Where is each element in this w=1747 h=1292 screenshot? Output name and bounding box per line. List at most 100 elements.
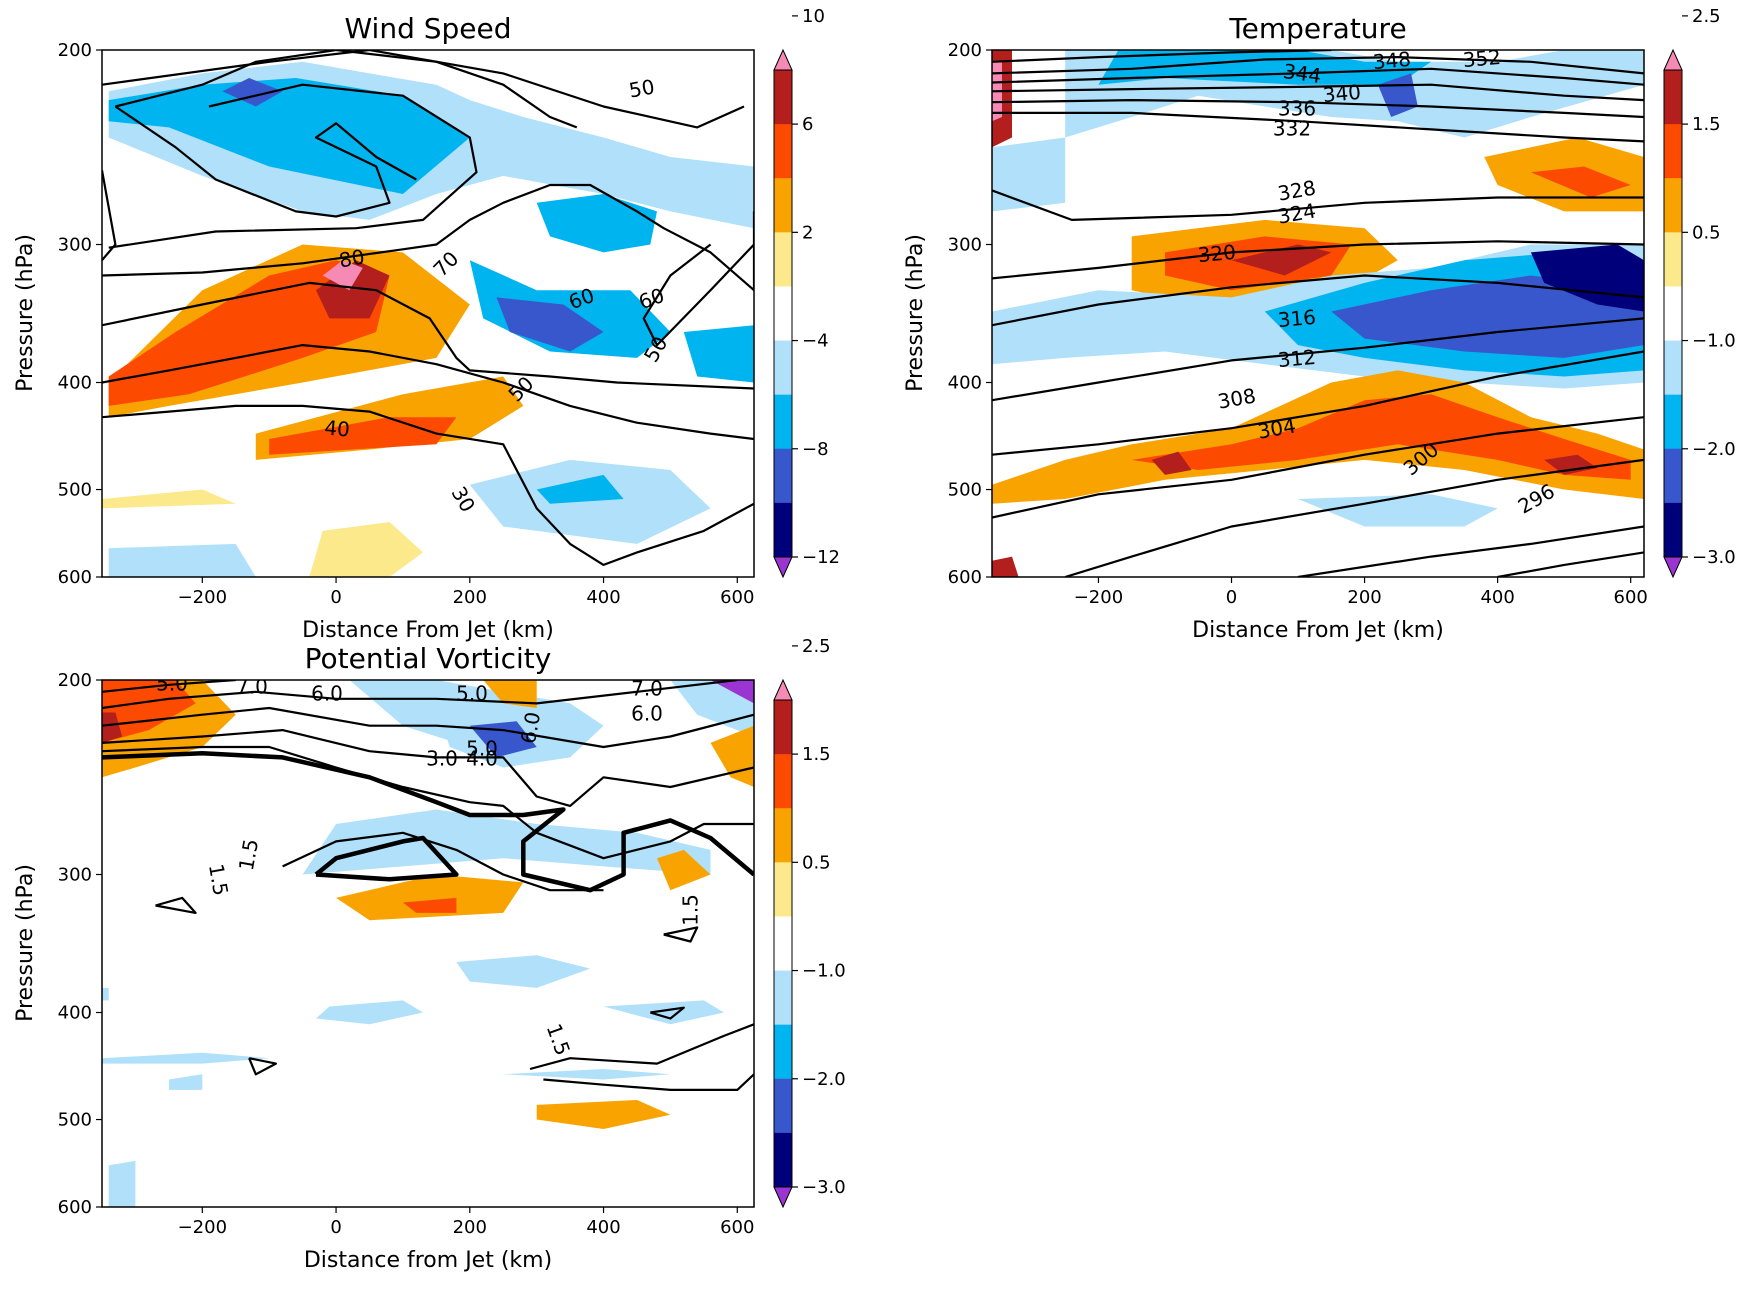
filled-region (222, 78, 283, 107)
colorbar-tick-label: 2 (802, 222, 813, 243)
contour-line (115, 50, 578, 129)
filled-region (316, 260, 390, 319)
colorbar-band (1664, 394, 1682, 450)
colorbar-band (1664, 124, 1682, 179)
colorbar-extend-bottom (773, 1186, 793, 1209)
contour-label: 332 (1273, 117, 1311, 141)
contour-label: 308 (1216, 383, 1258, 413)
colorbar-tick-label: −3.0 (1692, 547, 1736, 568)
filled-region (322, 260, 363, 291)
colorbar-band (774, 754, 792, 809)
contour-label: 80 (337, 244, 366, 272)
contour-label: 1.5 (234, 837, 263, 872)
y-tick-label: 300 (948, 235, 982, 256)
filled-region (1151, 451, 1192, 475)
colorbar-band (774, 1078, 792, 1134)
filled-region (1530, 166, 1631, 198)
colorbar-band (1664, 232, 1682, 287)
contour-line (992, 350, 1644, 456)
contour-line (642, 243, 754, 347)
colorbar-band (774, 970, 792, 1026)
panel-title: Temperature (1228, 12, 1406, 45)
y-tick-label: 600 (948, 567, 982, 588)
contour-line (114, 105, 417, 218)
contour-label: 6.0 (311, 682, 343, 706)
filled-region (102, 680, 196, 743)
contour-label: 336 (1278, 97, 1316, 121)
colorbar-extend-top (773, 678, 793, 701)
contour-line (1064, 458, 1644, 577)
contour-line (102, 170, 117, 261)
x-axis: −200 0 200 400 600 (178, 577, 754, 608)
contour-line (649, 1006, 685, 1020)
contour-layer: 3523483443403363323283243203163123083043… (992, 50, 1644, 577)
colorbar-band (774, 124, 792, 179)
contour-line (992, 189, 1644, 221)
filled-region (1298, 494, 1498, 527)
filled-layer (992, 50, 1644, 577)
contour-line (102, 183, 754, 292)
colorbar: −3.0 −2.0 −1.0 0.5 1.5 2.5 (773, 636, 846, 1209)
filled-region (302, 809, 711, 875)
contour-line (992, 274, 1644, 327)
colorbar-extend-bottom (773, 556, 793, 579)
x-axis: −200 0 200 400 600 (1074, 577, 1648, 608)
y-tick-label: 300 (58, 235, 92, 256)
y-axis: 200 300 400 500 600 (948, 40, 992, 588)
contour-line (282, 831, 604, 892)
contour-label: 4.0 (466, 747, 498, 771)
colorbar-tick-label: −8 (802, 439, 829, 460)
contour-line (102, 344, 754, 441)
filled-region (710, 725, 754, 787)
colorbar-band (1664, 286, 1682, 342)
contour-label: 340 (1322, 80, 1362, 107)
colorbar-frame (1663, 69, 1683, 558)
filled-region (483, 680, 537, 708)
contour-line (992, 98, 1644, 119)
filled-region (603, 1000, 724, 1025)
contour-line (992, 55, 1644, 75)
colorbar: −12 −8 −4 2 6 10 (773, 6, 840, 579)
colorbar: −3.0 −2.0 −1.0 0.5 1.5 2.5 (1663, 6, 1736, 579)
y-tick-label: 500 (948, 480, 982, 501)
x-axis-label: Distance From Jet (km) (1192, 618, 1444, 643)
x-axis-label: Distance From Jet (km) (302, 618, 554, 643)
filled-region (496, 297, 604, 352)
filled-region (992, 50, 1644, 212)
filled-region (469, 721, 537, 758)
x-tick-label: 600 (720, 1217, 754, 1238)
contour-label: 1.5 (679, 894, 703, 926)
filled-region (269, 417, 457, 455)
colorbar-band (774, 808, 792, 863)
contour-line (102, 728, 754, 808)
x-tick-label: −200 (178, 1217, 227, 1238)
colorbar-band (774, 178, 792, 233)
filled-region (536, 194, 657, 253)
colorbar-band (1664, 70, 1682, 125)
x-tick-label: 0 (330, 587, 341, 608)
contour-label: 7.0 (631, 677, 663, 701)
x-tick-label: 400 (586, 587, 620, 608)
colorbar-tick-label: 0.5 (1692, 222, 1721, 243)
plot-frame (101, 679, 755, 1208)
colorbar-tick-label: −2.0 (1692, 439, 1736, 460)
filled-region (108, 78, 470, 194)
colorbar-band (774, 916, 792, 972)
contour-line (992, 83, 1644, 102)
colorbar-band (774, 340, 792, 396)
filled-region (108, 543, 256, 577)
contour-label: 5.0 (456, 682, 488, 706)
colorbar-tick-label: −2.0 (802, 1069, 846, 1090)
y-tick-label: 600 (58, 567, 92, 588)
colorbar-frame (773, 69, 793, 558)
x-tick-label: 400 (1480, 587, 1514, 608)
filled-region (683, 325, 754, 383)
contour-line (1297, 525, 1644, 577)
y-axis: 200 300 400 500 600 (58, 40, 102, 588)
filled-region (309, 522, 423, 577)
colorbar-band (1664, 502, 1682, 558)
plot-frame (991, 49, 1645, 578)
contour-line (248, 1057, 277, 1076)
x-tick-label: 200 (1347, 587, 1381, 608)
panel-temperature: Temperature 3523483443403363323283243203… (903, 6, 1736, 643)
